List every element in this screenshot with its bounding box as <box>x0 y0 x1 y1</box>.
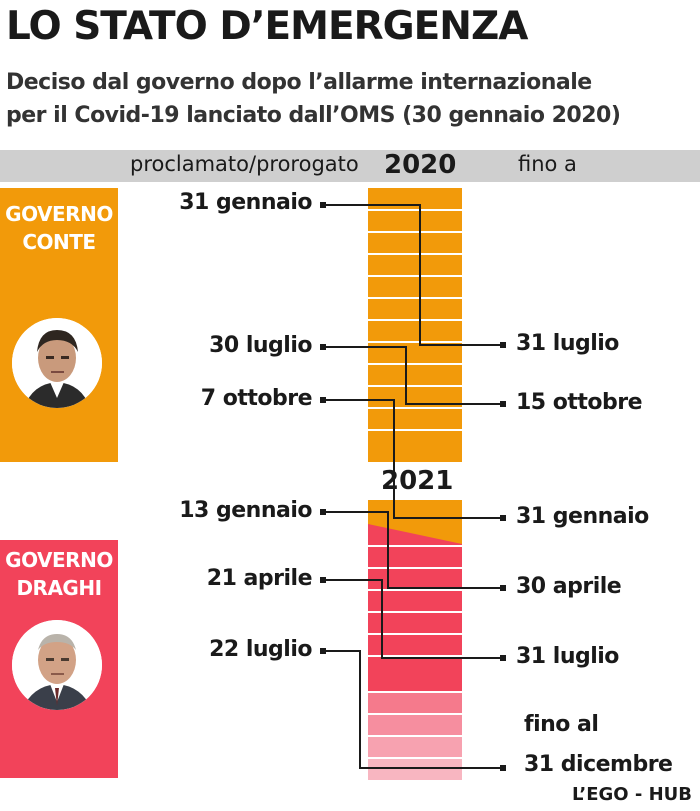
government-conte-block: GOVERNO CONTE <box>0 188 118 462</box>
final-note-line-2: 31 dicembre <box>524 752 673 777</box>
year-2020-label: 2020 <box>384 150 457 180</box>
timeline-month-fade-1 <box>368 692 462 714</box>
draghi-portrait <box>12 620 102 710</box>
connector-30-luglio-2020 <box>326 346 500 405</box>
connector-7-ottobre-2020 <box>326 399 500 519</box>
end-date-31-luglio-2021: 31 luglio <box>516 644 619 669</box>
proclaimed-date-21-aprile: 21 aprile <box>206 566 313 591</box>
subtitle-line-2: per il Covid-19 lanciato dall’OMS (30 ge… <box>6 103 621 128</box>
connector-21-aprile-2021 <box>326 579 500 659</box>
proclaimed-date-22-luglio: 22 luglio <box>209 637 312 662</box>
timeline-month-fade-3 <box>368 736 462 758</box>
proclaimed-date-30-luglio: 30 luglio <box>209 333 312 358</box>
timeline-2021-conte-portion <box>368 500 462 544</box>
subtitle-line-1: Deciso dal governo dopo l’allarme intern… <box>6 70 592 95</box>
proclaimed-header-label: proclamato/prorogato <box>130 152 359 176</box>
header-band <box>0 150 700 182</box>
conte-portrait-image <box>12 318 102 408</box>
timeline-month-fade-2 <box>368 714 462 736</box>
proclaimed-date-13-gennaio: 13 gennaio <box>179 498 312 523</box>
connector-31-gennaio-2020 <box>326 204 500 346</box>
month-separators-2020 <box>368 209 462 431</box>
proclaimed-date-7-ottobre: 7 ottobre <box>200 386 313 411</box>
page-title: LO STATO D’EMERGENZA <box>6 4 528 49</box>
year-2021-label: 2021 <box>381 466 454 496</box>
proclaimed-date-31-gennaio: 31 gennaio <box>179 190 312 215</box>
end-date-15-ottobre-2020: 15 ottobre <box>516 390 643 415</box>
government-draghi-label: GOVERNO DRAGHI <box>5 548 113 600</box>
draghi-portrait-image <box>12 620 102 710</box>
connector-22-luglio-2021 <box>326 650 500 769</box>
page-subtitle: Deciso dal governo dopo l’allarme intern… <box>6 66 621 132</box>
government-draghi-block: GOVERNO DRAGHI <box>0 540 118 778</box>
final-note-line-1: fino al <box>524 712 599 737</box>
end-date-header-label: fino a <box>518 152 577 176</box>
end-date-30-aprile-2021: 30 aprile <box>516 574 622 599</box>
connector-13-gennaio-2021 <box>326 511 500 589</box>
end-date-31-gennaio-2021: 31 gennaio <box>516 504 649 529</box>
timeline-2020-column <box>368 188 462 462</box>
connector-dots <box>320 202 506 771</box>
end-date-31-luglio-2020: 31 luglio <box>516 331 619 356</box>
conte-portrait <box>12 318 102 408</box>
month-separators-2021 <box>368 545 462 759</box>
connector-lines <box>326 204 500 769</box>
source-credit: L’EGO - HUB <box>572 784 692 805</box>
government-conte-label: GOVERNO CONTE <box>5 202 113 254</box>
